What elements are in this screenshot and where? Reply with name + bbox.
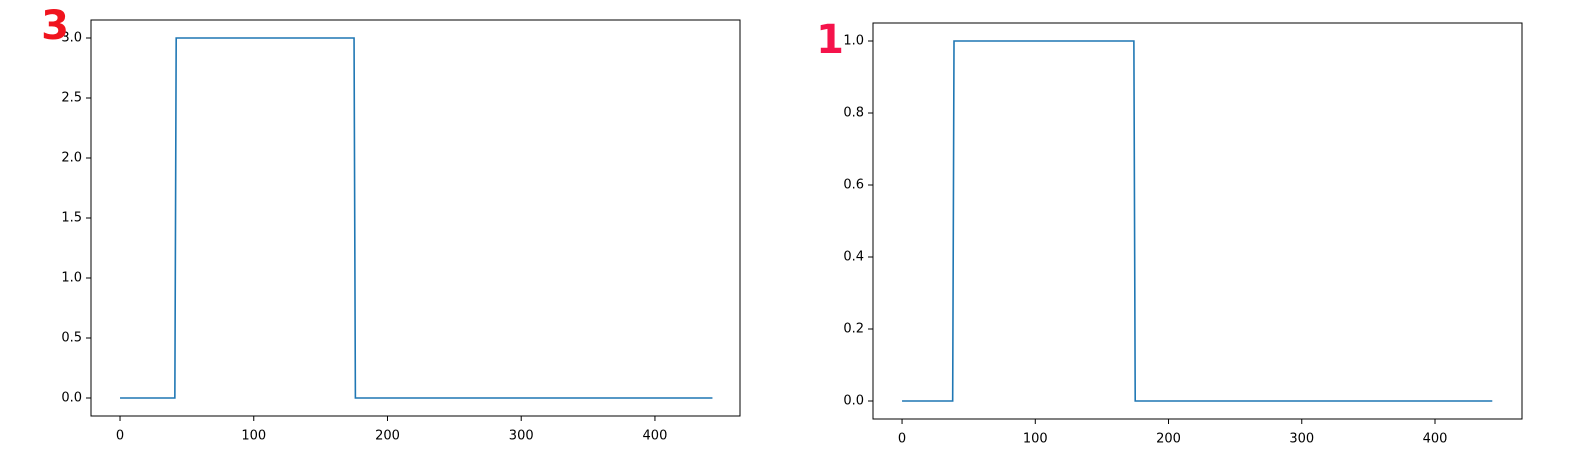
axes-frame: [90, 19, 741, 417]
x-tick-label: 0: [116, 429, 124, 444]
y-tick-label: 0.2: [843, 322, 864, 337]
y-tick-label: 1.0: [843, 34, 864, 49]
x-tick-label: 200: [375, 429, 400, 444]
y-tick-label: 2.5: [61, 91, 82, 106]
y-tick-label: 1.5: [61, 211, 82, 226]
y-tick-label: 0.4: [843, 250, 864, 265]
y-tick-label: 0.5: [61, 331, 82, 346]
y-tick-label: 0.0: [843, 394, 864, 409]
x-tick-label: 300: [1289, 432, 1314, 447]
annotation: 1: [816, 17, 844, 63]
y-tick-label: 2.0: [61, 151, 82, 166]
axes-frame: [872, 22, 1523, 420]
y-tick-label: 0.8: [843, 106, 864, 121]
annotation: 3: [41, 3, 69, 49]
x-tick-label: 0: [898, 432, 906, 447]
y-tick-label: 3.0: [61, 31, 82, 46]
x-tick-label: 100: [1023, 432, 1048, 447]
x-tick-label: 400: [1423, 432, 1448, 447]
y-tick-label: 0.6: [843, 178, 864, 193]
x-tick-label: 200: [1156, 432, 1181, 447]
x-tick-label: 100: [241, 429, 266, 444]
x-tick-label: 300: [509, 429, 534, 444]
line: [120, 37, 713, 399]
y-tick-label: 1.0: [61, 271, 82, 286]
y-tick-label: 0.0: [61, 391, 82, 406]
line: [902, 40, 1493, 402]
x-tick-label: 400: [643, 429, 668, 444]
